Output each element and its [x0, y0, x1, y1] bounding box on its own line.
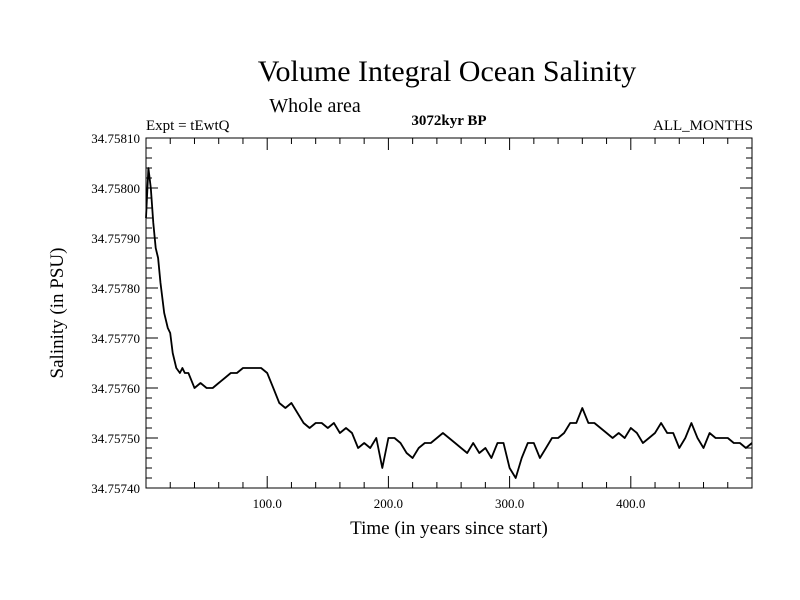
chart-subtitle: Whole area: [269, 95, 361, 117]
plot-frame: [145, 137, 753, 489]
y-axis-label: Salinity (in PSU): [47, 248, 68, 379]
y-tick-label: 34.75800: [91, 181, 140, 196]
months-label: ALL_MONTHS: [653, 118, 753, 134]
period-label: 3072kyr BP: [411, 113, 486, 129]
ticks-group: [146, 137, 752, 489]
x-tick-label: 100.0: [253, 496, 282, 511]
y-tick-label: 34.75810: [91, 131, 140, 146]
x-tick-label: 400.0: [616, 496, 645, 511]
y-tick-label: 34.75750: [91, 431, 140, 446]
y-tick-label: 34.75740: [91, 481, 140, 496]
chart-title: Volume Integral Ocean Salinity: [258, 55, 637, 88]
x-tick-label: 200.0: [374, 496, 403, 511]
y-tick-label: 34.75780: [91, 281, 140, 296]
y-tick-label: 34.75770: [91, 331, 140, 346]
y-tick-label: 34.75790: [91, 231, 140, 246]
salinity-series-line: [145, 167, 753, 479]
x-axis-label: Time (in years since start): [350, 518, 548, 539]
tick-labels-group: 100.0 200.0 300.0 400.0 34.75740 34.75750 34.7…: [91, 131, 645, 511]
experiment-label: Expt = tEwtQ: [146, 118, 230, 134]
y-tick-label: 34.75760: [91, 381, 140, 396]
x-tick-label: 300.0: [495, 496, 524, 511]
